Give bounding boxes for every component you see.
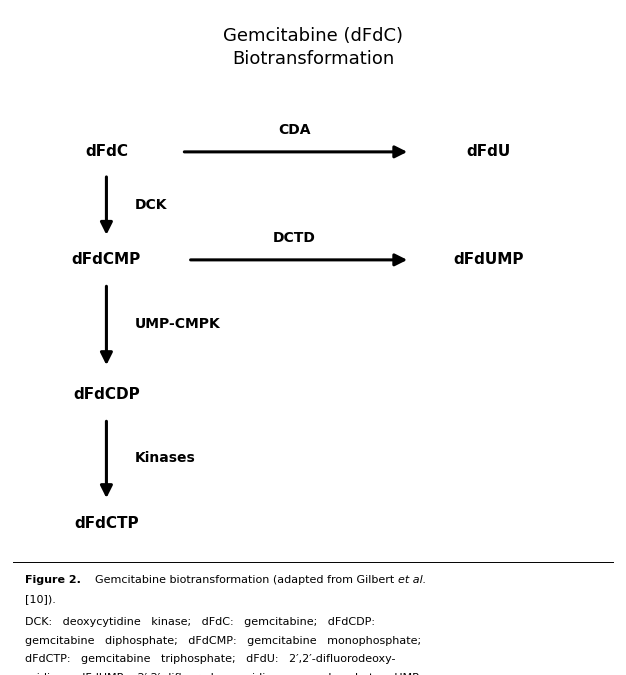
Text: DCTD: DCTD [273,231,316,244]
Text: dFdCTP: dFdCTP [74,516,139,531]
Text: et al.: et al. [398,575,426,585]
Text: UMP-CMPK: UMP-CMPK [135,317,220,331]
Text: dFdCTP:   gemcitabine   triphosphate;   dFdU:   2′,2′-difluorodeoxy-: dFdCTP: gemcitabine triphosphate; dFdU: … [25,655,396,664]
Text: dFdU: dFdU [466,144,510,159]
Text: DCK:   deoxycytidine   kinase;   dFdC:   gemcitabine;   dFdCDP:: DCK: deoxycytidine kinase; dFdC: gemcita… [25,617,375,626]
Text: Kinases: Kinases [135,451,195,464]
Text: Figure 2.: Figure 2. [25,575,81,585]
Text: dFdC: dFdC [85,144,128,159]
Text: dFdCDP: dFdCDP [73,387,140,402]
Text: dFdCMP: dFdCMP [72,252,141,267]
Text: dFdUMP: dFdUMP [453,252,523,267]
Text: CDA: CDA [278,123,310,136]
Text: gemcitabine   diphosphate;   dFdCMP:   gemcitabine   monophosphate;: gemcitabine diphosphate; dFdCMP: gemcita… [25,636,421,645]
Text: uridine;   dFdUMP:   2′,2′-difluorodeoxyuridine   monophosphate;   UMP-: uridine; dFdUMP: 2′,2′-difluorodeoxyurid… [25,674,423,675]
Text: DCK: DCK [135,198,167,211]
Text: Gemcitabine biotransformation (adapted from Gilbert: Gemcitabine biotransformation (adapted f… [95,575,394,585]
Text: Gemcitabine (dFdC)
Biotransformation: Gemcitabine (dFdC) Biotransformation [223,27,403,68]
Text: [10]).: [10]). [25,594,56,604]
